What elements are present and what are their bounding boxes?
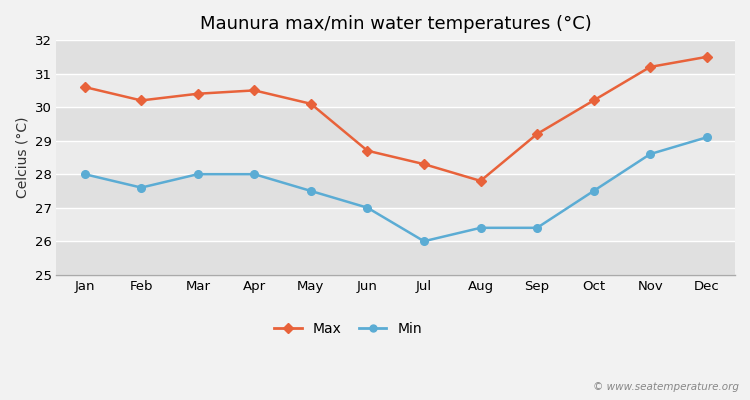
Max [419,162,428,166]
Bar [56,40,735,74]
Min [307,188,316,193]
Min [136,185,146,190]
Max [307,101,316,106]
Max [250,88,259,93]
Max [136,98,146,103]
Legend: Max, Min: Max, Min [268,317,428,342]
Y-axis label: Celcius (°C): Celcius (°C) [15,117,29,198]
Line: Min: Min [81,134,710,245]
Max [80,85,89,90]
Title: Maunura max/min water temperatures (°C): Maunura max/min water temperatures (°C) [200,15,592,33]
Min [702,135,711,140]
Bar [56,241,735,275]
Bar [56,174,735,208]
Min [250,172,259,176]
Min [80,172,89,176]
Bar [56,74,735,107]
Min [646,152,655,156]
Max [702,54,711,59]
Max [532,132,542,136]
Max [646,64,655,69]
Max [476,178,485,183]
Bar [56,208,735,241]
Text: © www.seatemperature.org: © www.seatemperature.org [592,382,739,392]
Min [194,172,202,176]
Min [532,226,542,230]
Max [194,91,202,96]
Min [590,188,598,193]
Max [590,98,598,103]
Min [419,239,428,244]
Min [476,226,485,230]
Max [363,148,372,153]
Bar [56,141,735,174]
Min [363,205,372,210]
Line: Max: Max [81,53,710,185]
Bar [56,107,735,141]
